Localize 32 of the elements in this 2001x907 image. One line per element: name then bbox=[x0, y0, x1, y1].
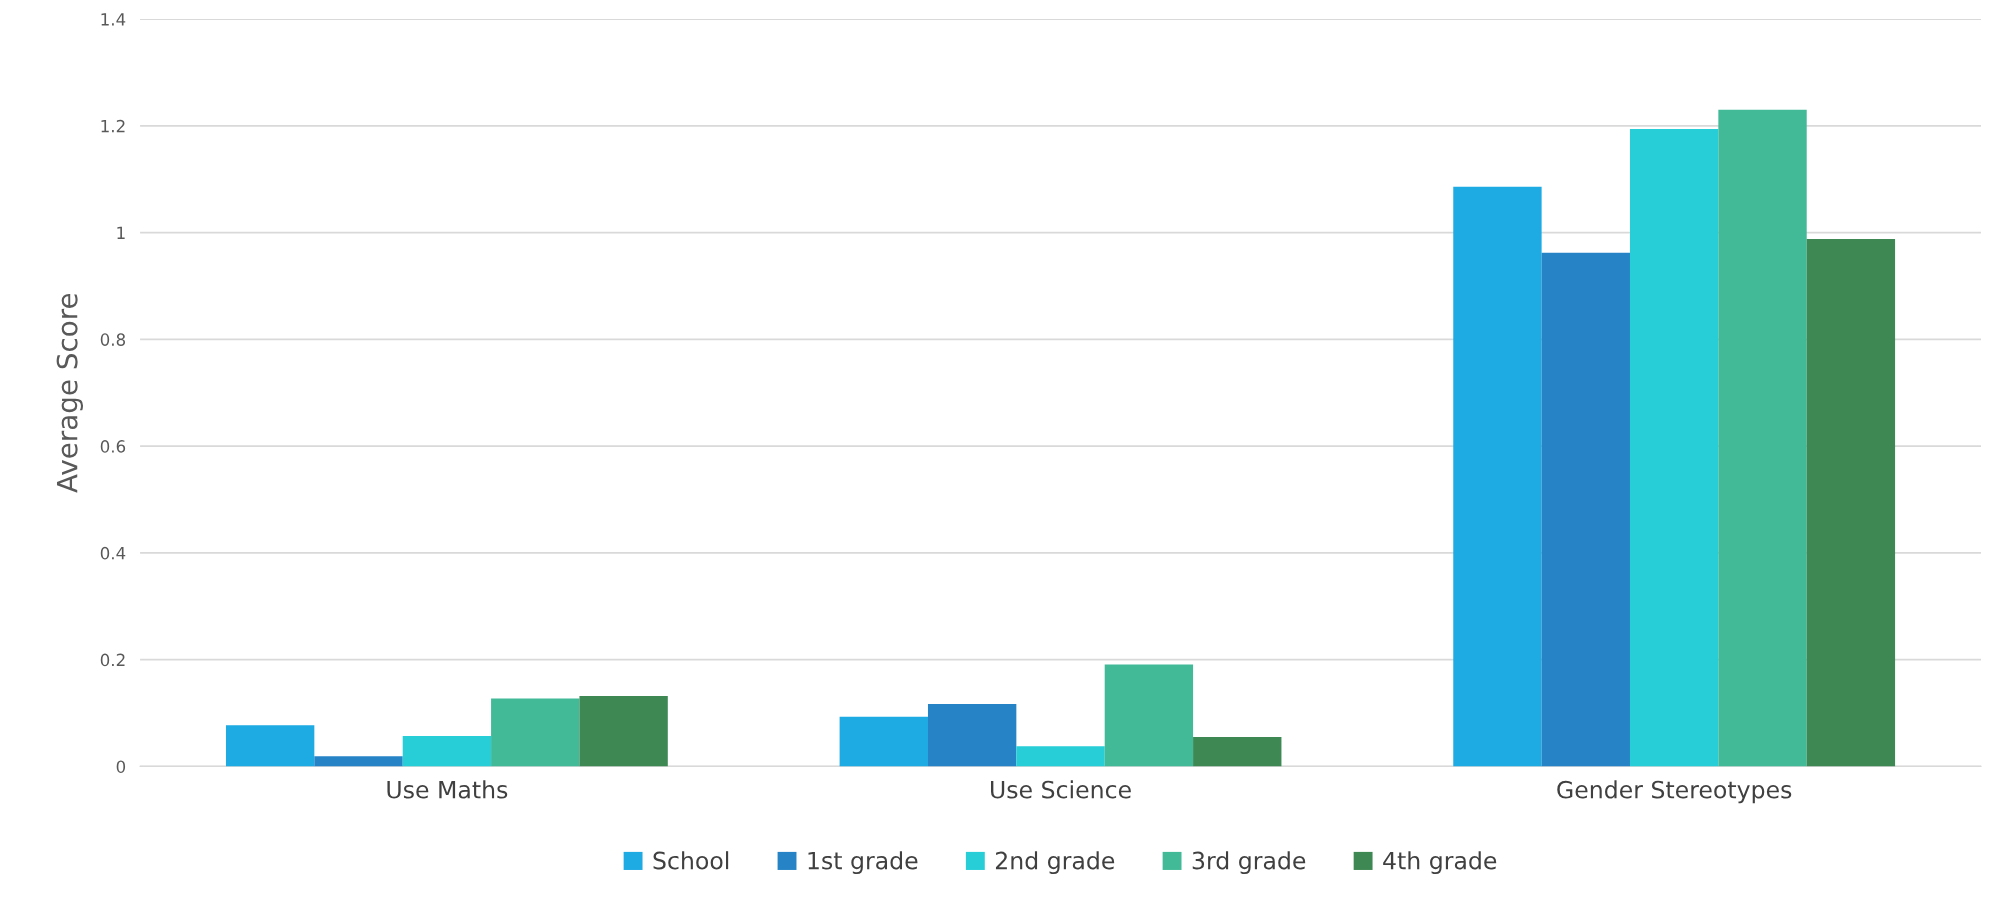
bar bbox=[1806, 238, 1896, 767]
bar bbox=[314, 756, 403, 767]
bar bbox=[1629, 129, 1719, 767]
bar bbox=[1718, 109, 1807, 767]
bar bbox=[491, 698, 580, 767]
legend-label: 3rd grade bbox=[1192, 851, 1306, 875]
y-axis-title: Average Score bbox=[56, 293, 84, 493]
bar bbox=[927, 703, 1017, 767]
y-tick-label: 0.4 bbox=[100, 546, 126, 560]
bar bbox=[1541, 252, 1630, 767]
legend-label: 1st grade bbox=[808, 851, 918, 875]
x-tick-label: Gender Stereotypes bbox=[1557, 780, 1792, 804]
y-tick-label: 0.8 bbox=[100, 333, 126, 346]
bar bbox=[1193, 737, 1282, 767]
y-tick-label: 0 bbox=[116, 760, 126, 773]
bar bbox=[1016, 746, 1105, 767]
legend-label: 4th grade bbox=[1383, 851, 1497, 875]
x-tick-label: Use Science bbox=[991, 780, 1131, 799]
bar bbox=[839, 716, 928, 767]
bar bbox=[1453, 186, 1542, 767]
bar bbox=[225, 725, 315, 767]
bar bbox=[402, 735, 492, 767]
legend-label: 2nd grade bbox=[995, 851, 1115, 875]
x-tick-label: Use Maths bbox=[387, 780, 508, 799]
y-tick-label: 1.2 bbox=[101, 119, 125, 133]
bar bbox=[579, 695, 668, 767]
y-tick-label: 1.4 bbox=[101, 13, 126, 26]
y-tick-label: 1 bbox=[117, 226, 125, 239]
bar bbox=[1104, 664, 1194, 767]
legend-label: School bbox=[653, 851, 729, 870]
y-tick-label: 0.6 bbox=[100, 440, 126, 453]
y-tick-label: 0.2 bbox=[100, 653, 125, 667]
